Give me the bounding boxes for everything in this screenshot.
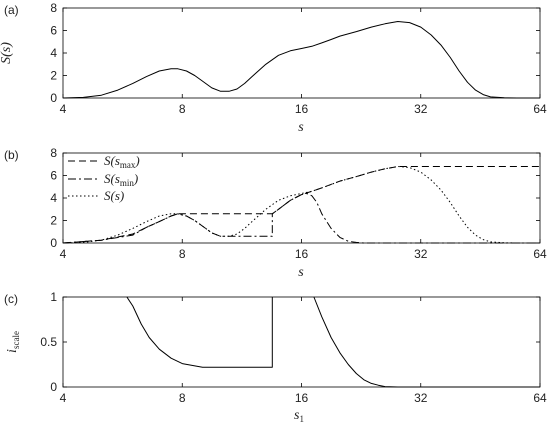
x-tick-label: 4 <box>60 391 67 405</box>
x-tick-label: 8 <box>179 391 186 405</box>
y-tick-label: 4 <box>50 46 57 60</box>
panel-c-xlabel-main: s <box>294 408 300 423</box>
x-tick-label: 4 <box>60 247 67 261</box>
x-tick-label: 64 <box>533 247 547 261</box>
x-tick-label: 4 <box>60 102 67 116</box>
x-tick-label: 32 <box>414 391 428 405</box>
panel-b-label: (b) <box>4 148 19 162</box>
panel-c-ylabel: iscale <box>5 331 21 353</box>
x-tick-label: 16 <box>295 102 309 116</box>
legend-smin-label: S(smin) <box>104 171 138 188</box>
x-tick-label: 16 <box>295 247 309 261</box>
panel-a-label: (a) <box>4 3 19 17</box>
y-tick-label: 0 <box>50 380 57 394</box>
panel-b-plot: 4 8 16 32 64 0 2 4 6 8 <box>50 146 547 261</box>
panel-b-xlabel: s <box>298 265 304 280</box>
y-tick-label: 6 <box>50 169 57 183</box>
y-tick-label: 2 <box>50 69 57 83</box>
series-line-solid <box>126 296 273 368</box>
y-tick-label: 4 <box>50 191 57 205</box>
y-tick-label: 8 <box>50 146 57 160</box>
y-tick-label: 0 <box>50 91 57 105</box>
panel-c-xlabel-sub: 1 <box>299 414 304 424</box>
panel-c-ylabel-sub: scale <box>11 331 21 349</box>
series-line-dotted <box>62 166 540 244</box>
panel-c-plot: 4 8 16 32 64 0 0.5 1 <box>40 290 547 405</box>
x-tick-label: 8 <box>179 247 186 261</box>
series-line-solid <box>62 21 540 99</box>
axes-frame <box>62 7 541 99</box>
x-tick-label: 32 <box>414 247 428 261</box>
x-tick-label: 64 <box>533 391 547 405</box>
panel-a-ylabel: S(s) <box>0 42 14 64</box>
legend-smax-main: S(s <box>104 153 120 168</box>
legend-s-label: S(s) <box>104 188 124 203</box>
x-tick-label: 16 <box>295 391 309 405</box>
panel-c-ylabel-main: i <box>5 349 20 353</box>
y-tick-label: 6 <box>50 24 57 38</box>
panel-c-label: (c) <box>4 292 18 306</box>
series-line-solid <box>313 296 540 388</box>
series-line-dashdot <box>62 193 540 244</box>
panel-b-legend: S(smax) S(smin) S(s) <box>68 153 140 203</box>
panel-a-xlabel: s <box>298 120 304 135</box>
panel-a-plot: 4 8 16 32 64 0 2 4 6 8 <box>50 1 547 116</box>
legend-smin-main: S(s <box>104 171 120 186</box>
legend-smax-sub: max <box>120 160 136 170</box>
panel-c-xlabel: s1 <box>294 408 304 424</box>
x-tick-label: 32 <box>414 102 428 116</box>
y-tick-label: 0.5 <box>40 335 57 349</box>
legend-smax-label: S(smax) <box>104 153 140 170</box>
y-tick-label: 0 <box>50 236 57 250</box>
x-tick-label: 8 <box>179 102 186 116</box>
y-tick-label: 8 <box>50 1 57 15</box>
legend-smin-sub: min <box>120 178 135 188</box>
x-tick-label: 64 <box>533 102 547 116</box>
y-tick-label: 1 <box>50 290 57 304</box>
y-tick-label: 2 <box>50 214 57 228</box>
